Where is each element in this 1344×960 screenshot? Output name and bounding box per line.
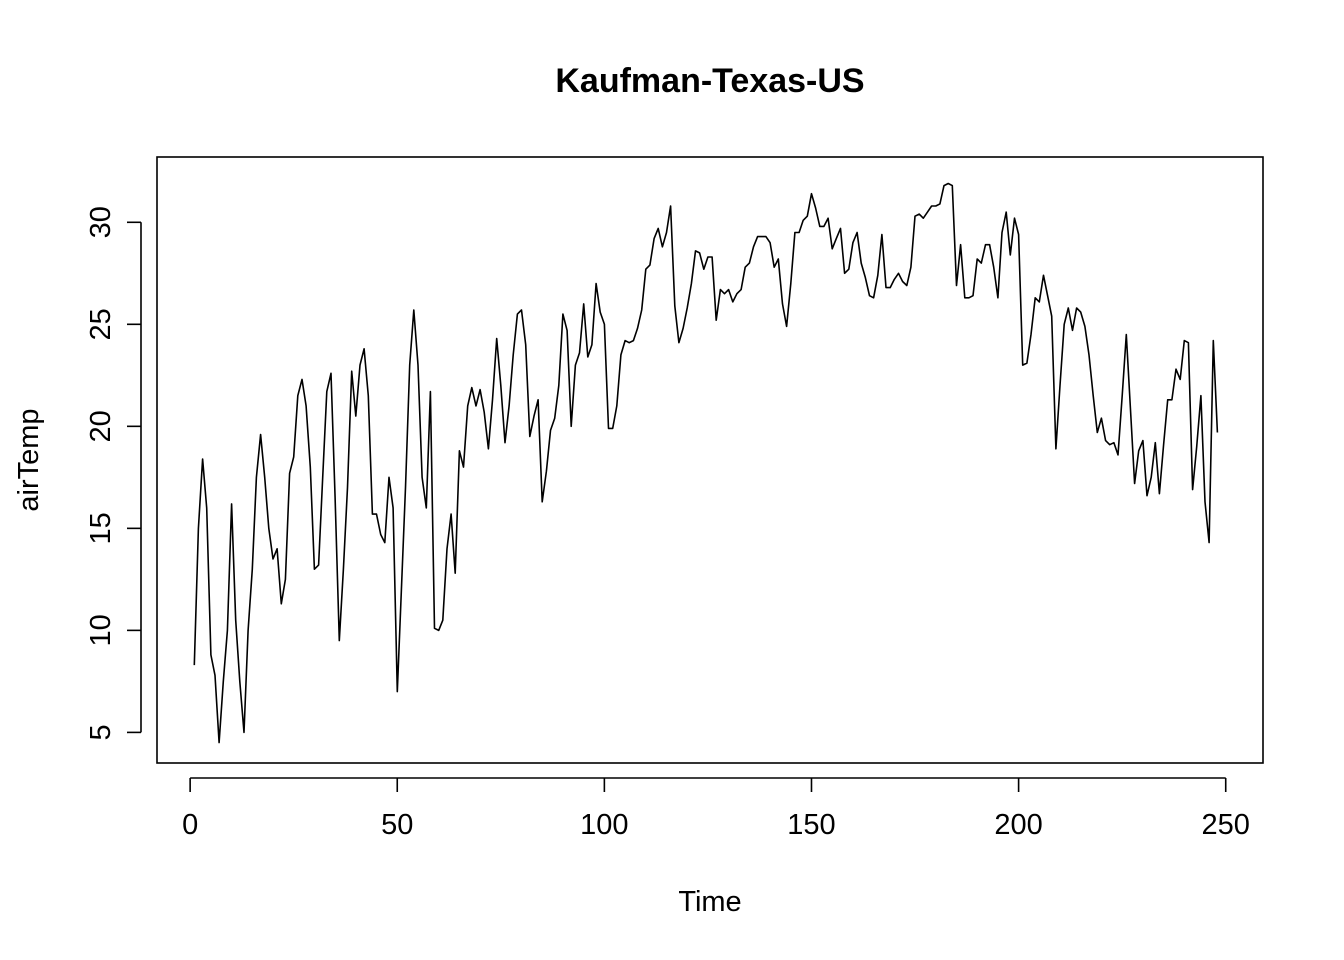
- x-tick-label: 250: [1202, 809, 1250, 841]
- y-tick-label: 30: [85, 206, 117, 238]
- y-tick-label: 25: [85, 308, 117, 340]
- chart-title: Kaufman-Texas-US: [555, 62, 864, 100]
- y-axis: 5 10 15 20 25 30: [85, 206, 142, 740]
- x-axis-label: Time: [678, 886, 741, 918]
- series-line-airtemp: [193, 182, 1219, 744]
- y-tick-label: 5: [85, 724, 117, 740]
- y-tick-label: 15: [85, 512, 117, 544]
- plot-frame: [156, 156, 1264, 764]
- y-axis-label: airTemp: [13, 408, 45, 511]
- x-tick-label: 0: [182, 809, 198, 841]
- y-tick-label: 20: [85, 410, 117, 442]
- y-tick-label: 10: [85, 614, 117, 646]
- x-tick-label: 100: [580, 809, 628, 841]
- x-axis: 0 50 100 150 200 250: [182, 777, 1250, 841]
- x-tick-label: 200: [994, 809, 1042, 841]
- x-tick-label: 150: [787, 809, 835, 841]
- x-tick-label: 50: [381, 809, 413, 841]
